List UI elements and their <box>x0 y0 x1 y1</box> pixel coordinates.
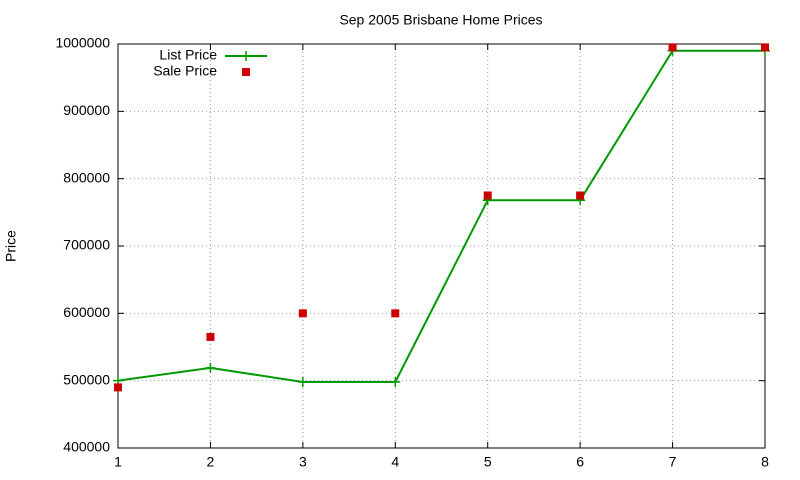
point <box>576 191 585 200</box>
y-axis-label: Price <box>3 230 19 262</box>
x-tick-label: 3 <box>299 454 307 470</box>
legend-label: Sale Price <box>153 63 217 79</box>
y-tick-label: 700000 <box>63 237 110 253</box>
y-tick-label: 1000000 <box>55 35 110 51</box>
x-tick-label: 7 <box>669 454 677 470</box>
point <box>761 43 769 52</box>
point <box>668 43 677 52</box>
point <box>297 377 308 388</box>
x-tick-label: 5 <box>484 454 492 470</box>
y-tick-label: 600000 <box>63 304 110 320</box>
legend-label: List Price <box>159 47 217 63</box>
y-tick-label: 800000 <box>63 169 110 185</box>
point <box>114 383 122 392</box>
point <box>483 191 492 200</box>
legend-marker <box>241 51 251 61</box>
point <box>390 377 401 388</box>
x-tick-label: 2 <box>207 454 215 470</box>
point <box>206 332 215 341</box>
x-tick-label: 6 <box>576 454 584 470</box>
x-tick-label: 8 <box>761 454 769 470</box>
point <box>205 362 216 373</box>
series-line <box>117 49 765 384</box>
chart-title: Sep 2005 Brisbane Home Prices <box>339 12 542 28</box>
legend-marker <box>242 68 250 76</box>
plot-frame <box>117 43 766 449</box>
y-tick-label: 400000 <box>63 439 110 455</box>
x-tick-label: 1 <box>114 454 122 470</box>
x-tick-label: 4 <box>391 454 399 470</box>
y-tick-label: 500000 <box>63 371 110 387</box>
point <box>298 309 307 318</box>
point <box>391 309 400 318</box>
y-tick-label: 900000 <box>63 102 110 118</box>
